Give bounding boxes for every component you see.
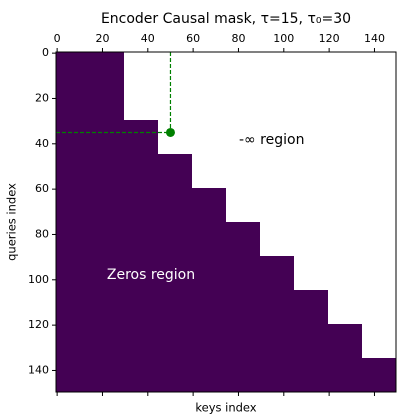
x-tick-label: 140: [364, 32, 385, 45]
x-tick-label: 20: [95, 32, 109, 45]
y-tick-label: 60: [35, 182, 49, 195]
y-tick-label: 0: [42, 46, 49, 59]
point: [165, 127, 175, 137]
x-axis-label: keys index: [195, 401, 256, 415]
mask-block: [56, 154, 192, 189]
x-tick-label: 0: [54, 32, 61, 45]
mask-block: [56, 324, 362, 359]
y-tick-label: 40: [35, 137, 49, 150]
y-tick-label: 20: [35, 91, 49, 104]
mask-block: [56, 222, 260, 257]
y-tick-label: 100: [28, 273, 49, 286]
x-tick-label: 80: [231, 32, 245, 45]
mask-block: [56, 188, 226, 223]
mask-block: [56, 52, 124, 121]
y-tick-label: 80: [35, 227, 49, 240]
y-axis-label: queries index: [5, 183, 19, 261]
chart-title: Encoder Causal mask, τ=15, τ₀=30: [101, 11, 351, 27]
mask-block: [56, 358, 396, 393]
mask-block: [56, 290, 328, 325]
annotation: -∞ region: [239, 132, 304, 148]
x-tick-label: 120: [319, 32, 340, 45]
mask-block: [56, 256, 294, 291]
y-tick-label: 120: [28, 318, 49, 331]
x-tick-label: 100: [273, 32, 294, 45]
plot-frame: [55, 51, 397, 393]
mask-block: [56, 120, 158, 155]
y-tick-label: 140: [28, 363, 49, 376]
annotation: Zeros region: [107, 267, 195, 283]
x-tick-label: 60: [186, 32, 200, 45]
x-tick-label: 40: [141, 32, 155, 45]
